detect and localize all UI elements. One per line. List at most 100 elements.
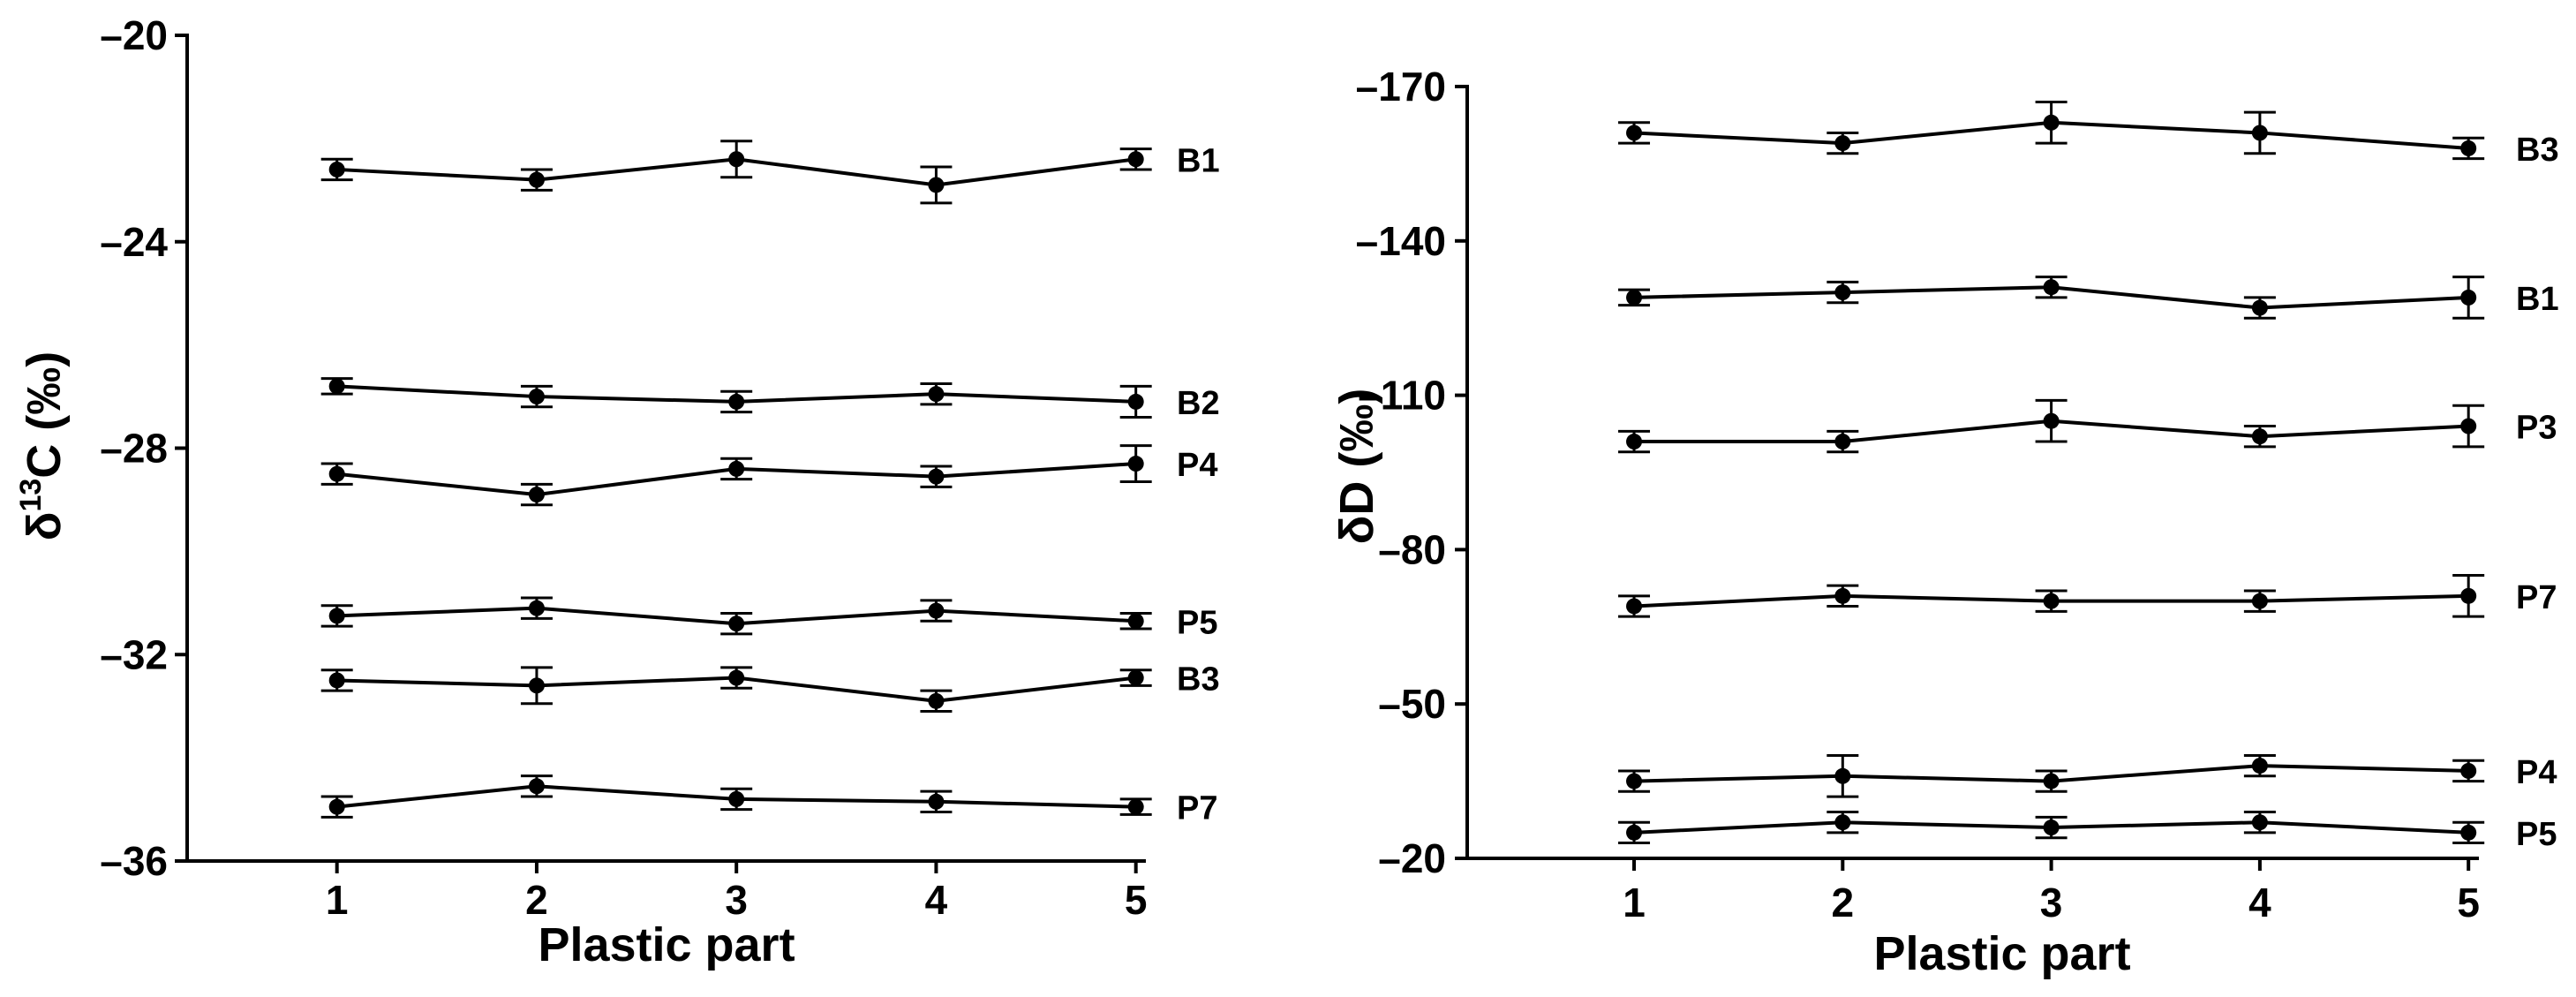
right-y-tick-label: –110 [1358, 373, 1446, 419]
right-series-label-p5: P5 [2516, 816, 2557, 853]
left-y-title-rest: C (‰) [18, 351, 71, 479]
left-series-label-p4: P4 [1177, 447, 1217, 484]
right-data-point [2251, 428, 2268, 445]
left-x-tick-label: 1 [326, 877, 349, 923]
right-series-label-p3: P3 [2516, 410, 2557, 447]
left-series-b1: B1 [320, 140, 1220, 205]
left-y-tick-label: –24 [100, 219, 168, 265]
left-data-point [528, 389, 545, 405]
right-data-point [2460, 140, 2477, 156]
right-data-point [1626, 289, 1643, 306]
right-data-point [2043, 773, 2060, 789]
right-x-axis-title: Plastic part [1873, 927, 2130, 980]
left-series-p7: P7 [320, 774, 1217, 827]
right-y-tick-label: –20 [1378, 835, 1446, 881]
right-x-tick-label: 2 [1832, 880, 1855, 925]
left-y-tick-label: –36 [100, 838, 168, 884]
left-data-point [728, 669, 745, 686]
right-y-axis-title: δD (‰) [1330, 389, 1383, 545]
right-data-point [1834, 135, 1851, 152]
right-data-point [2251, 125, 2268, 141]
right-x-tick-label: 3 [2040, 880, 2063, 925]
left-data-point [528, 171, 545, 188]
right-series-b3: B3 [1618, 100, 2559, 169]
right-data-point [1834, 434, 1851, 450]
left-data-point [1127, 456, 1144, 472]
left-data-point [328, 378, 345, 395]
right-series-p3: P3 [1618, 398, 2557, 454]
left-data-point [1127, 151, 1144, 168]
right-data-point [2460, 418, 2477, 434]
left-data-point [728, 460, 745, 477]
left-data-point [1127, 613, 1144, 630]
right-data-point [2043, 279, 2060, 296]
left-data-point [928, 793, 945, 810]
right-data-point [1834, 767, 1851, 784]
right-series-p7: P7 [1618, 574, 2557, 618]
right-data-point [1626, 824, 1643, 841]
right-data-point [1626, 598, 1643, 615]
left-x-tick-label: 4 [925, 877, 948, 923]
right-series-label-b1: B1 [2516, 281, 2559, 318]
left-data-point [528, 778, 545, 795]
left-x-tick-label: 3 [725, 877, 748, 923]
left-x-axis-title: Plastic part [538, 918, 795, 971]
left-data-point [328, 798, 345, 815]
right-data-point [1626, 125, 1643, 141]
right-chart-panel: –170–140–110–80–50–201 2 3 4 5 B3B1P3P7P4P5 … [1330, 64, 2559, 980]
left-y-axis-title: δ13C (‰) [14, 351, 71, 541]
left-data-point [1127, 669, 1144, 686]
left-y-title-superscript: 13 [14, 479, 48, 512]
right-data-point [2251, 814, 2268, 831]
left-series-p5: P5 [320, 596, 1217, 641]
left-x-tick-label: 2 [525, 877, 548, 923]
left-series-label-b3: B3 [1177, 661, 1220, 699]
left-series-b2: B2 [320, 377, 1220, 422]
left-data-point [728, 790, 745, 807]
left-y-tick-label: –32 [100, 631, 168, 677]
left-data-point [328, 161, 345, 177]
left-data-point [528, 677, 545, 694]
left-data-point [328, 608, 345, 624]
right-series-p5: P5 [1618, 811, 2557, 853]
left-data-point [728, 616, 745, 632]
left-series-label-b2: B2 [1177, 385, 1220, 422]
left-y-tick-label: –28 [100, 426, 168, 472]
right-y-tick-label: –140 [1356, 218, 1446, 264]
right-data-point [2043, 412, 2060, 429]
right-data-point [1834, 587, 1851, 604]
left-data-point [528, 600, 545, 616]
right-data-point [2460, 824, 2477, 841]
right-axes: –170 –140 –110 –80 –50 –20 1 2 3 4 5 [1356, 64, 2480, 925]
left-data-point [728, 151, 745, 168]
left-x-tick-label: 5 [1125, 877, 1148, 923]
right-data-point [2251, 758, 2268, 774]
left-data-point [1127, 798, 1144, 815]
right-data-point [2460, 289, 2477, 306]
right-x-tick-label: 4 [2248, 880, 2271, 925]
left-data-point [928, 468, 945, 485]
right-x-tick-label: 1 [1623, 880, 1646, 925]
right-data-point [2460, 587, 2477, 604]
left-data-point [728, 393, 745, 410]
left-series-label-p5: P5 [1177, 604, 1217, 641]
left-series-p4: P4 [320, 444, 1217, 507]
left-axes: –20 –24 –28 –32 –36 1 2 3 4 5 [100, 12, 1147, 923]
right-y-tick-label: –80 [1378, 526, 1446, 572]
right-data-point [1626, 434, 1643, 450]
right-data-point [1834, 814, 1851, 831]
left-y-tick-label: –20 [100, 12, 168, 58]
right-data-point [2460, 762, 2477, 779]
right-series-b1: B1 [1618, 276, 2559, 320]
left-data-point [928, 177, 945, 193]
left-series-label-b1: B1 [1177, 142, 1220, 179]
right-series-label-p4: P4 [2516, 754, 2557, 791]
left-series-b3: B3 [320, 661, 1220, 714]
right-x-tick-label: 5 [2457, 880, 2480, 925]
right-data-point [2043, 114, 2060, 131]
right-data-point [2251, 593, 2268, 609]
right-series-group: B3 B1 P3 P7 P4 P5 [1618, 100, 2559, 853]
left-y-title-delta: δ [18, 512, 71, 541]
left-data-point [1127, 393, 1144, 410]
